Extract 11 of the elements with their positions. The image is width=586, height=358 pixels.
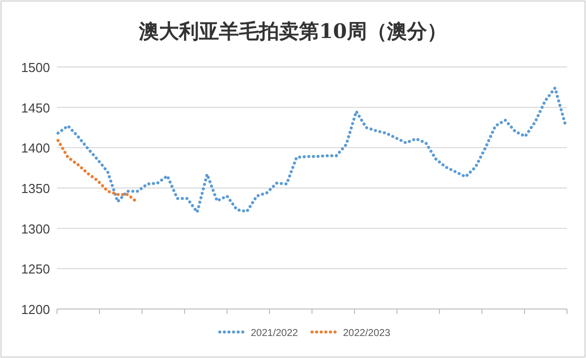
y-tick-label: 1250: [21, 262, 50, 277]
y-tick-label: 1300: [21, 221, 50, 236]
y-tick-label: 1350: [21, 181, 50, 196]
y-tick-label: 1200: [21, 302, 50, 317]
y-tick-label: 1400: [21, 140, 50, 156]
y-tick-label: 1450: [21, 100, 50, 116]
line-series: [56, 86, 566, 214]
legend-label: 2021/2022: [250, 328, 298, 339]
legend-label: 2022/2023: [343, 328, 391, 339]
y-tick-label: 1500: [21, 60, 50, 75]
chart-title: 澳大利亚羊毛拍卖第10周（澳分）: [138, 19, 447, 43]
